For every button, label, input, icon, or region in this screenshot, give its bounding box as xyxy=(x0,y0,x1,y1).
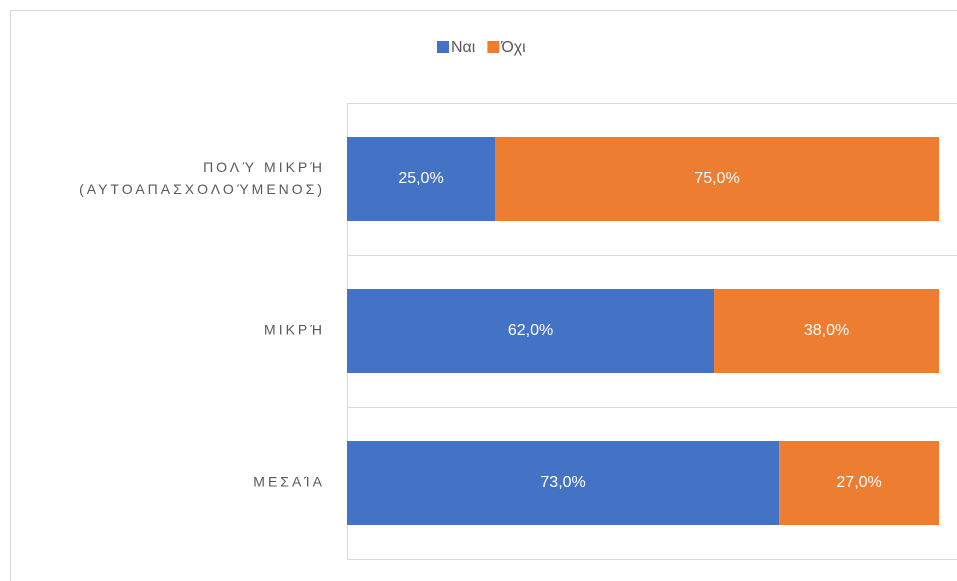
y-tick-label: ΜΙΚΡΉ xyxy=(264,322,325,338)
y-tick-label: ΜΕΣΑΊΑ xyxy=(253,474,325,490)
data-label: 75,0% xyxy=(694,170,739,187)
bar-segment xyxy=(495,137,939,221)
legend-swatch xyxy=(487,41,500,53)
legend-label: Όχι xyxy=(500,39,526,56)
data-label: 25,0% xyxy=(398,170,443,187)
bar-segment xyxy=(347,289,715,373)
data-label: 27,0% xyxy=(836,474,881,491)
data-label: 62,0% xyxy=(508,322,553,339)
legend-swatch xyxy=(437,41,449,53)
bar-segment xyxy=(347,137,495,221)
data-label: 73,0% xyxy=(540,474,585,491)
legend-label: Ναι xyxy=(451,39,476,56)
bar-segment xyxy=(779,441,939,525)
chart-frame xyxy=(10,10,957,581)
bar-segment xyxy=(714,289,939,373)
bar-segment xyxy=(347,441,780,525)
y-tick-label: ΠΟΛΎ ΜΙΚΡΉ (ΑΥΤΟΑΠΑΣΧΟΛΟΎΜΕΝΟΣ) xyxy=(79,159,325,197)
data-label: 38,0% xyxy=(804,322,849,339)
